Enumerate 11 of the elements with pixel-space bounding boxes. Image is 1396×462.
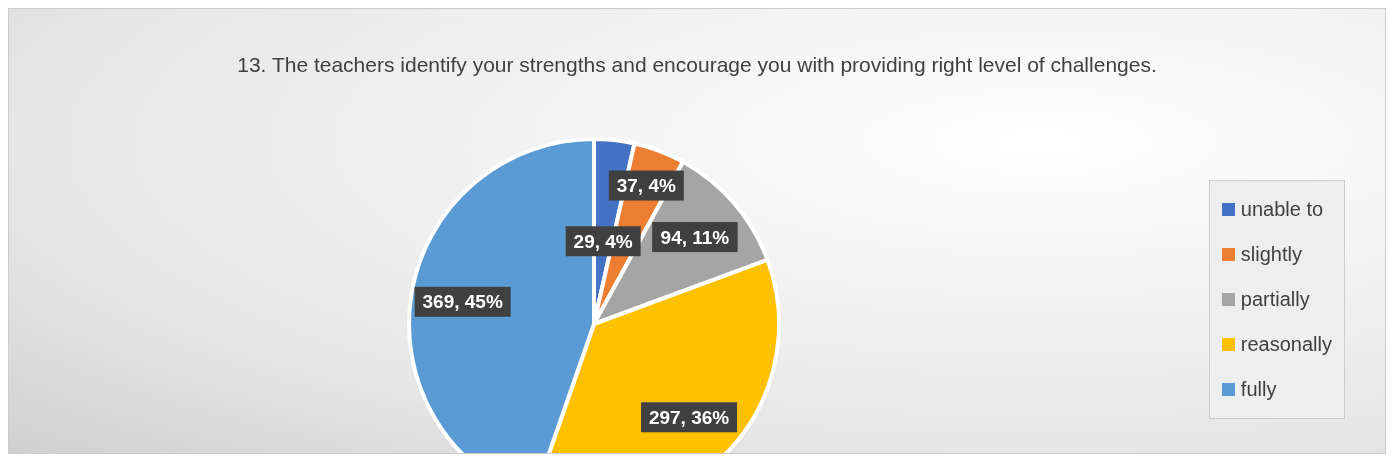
legend-label: fully: [1240, 377, 1277, 401]
chart-title: 13. The teachers identify your strengths and encourage you with providing right level of challenges.: [236, 52, 1158, 78]
legend-label: partially: [1240, 287, 1310, 311]
data-label: 29, 4%: [573, 230, 633, 252]
legend-label: unable to: [1240, 197, 1324, 221]
data-label: 297, 36%: [648, 406, 730, 428]
legend-label: reasonally: [1240, 332, 1332, 356]
legend-label: slightly: [1240, 242, 1302, 266]
data-label: 94, 11%: [660, 226, 730, 248]
data-label: 37, 4%: [616, 175, 676, 197]
data-label: 369, 45%: [422, 291, 503, 313]
